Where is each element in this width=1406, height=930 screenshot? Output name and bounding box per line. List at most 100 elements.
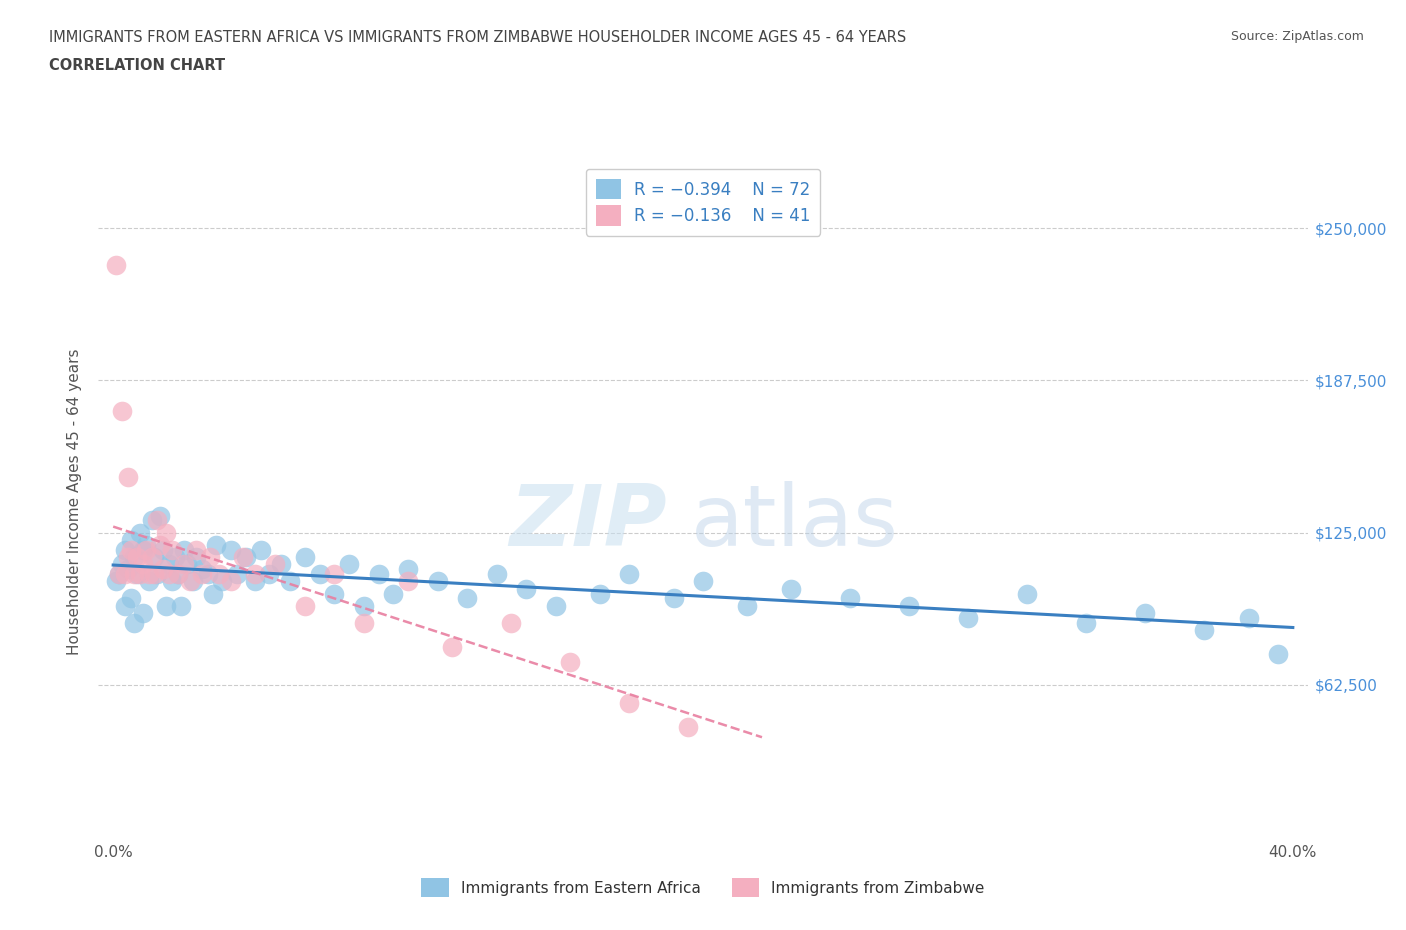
Point (501, 616, 523, 631)
Point (426, 574, 449, 589)
Point (205, 538, 228, 552)
Point (190, 566, 212, 581)
Point (396, 574, 419, 589)
Point (120, 533, 142, 548)
Point (619, 696, 641, 711)
Point (735, 598, 758, 613)
Point (146, 566, 169, 581)
Point (120, 591, 142, 605)
Point (323, 586, 346, 601)
Point (135, 538, 157, 552)
Point (125, 550, 148, 565)
Point (898, 598, 921, 613)
Point (441, 640, 464, 655)
Point (839, 591, 862, 605)
Point (278, 574, 301, 589)
Point (1237, 610, 1260, 625)
Point (1267, 647, 1289, 662)
Point (143, 566, 166, 581)
Point (208, 566, 231, 581)
Point (197, 566, 219, 581)
Point (270, 557, 292, 572)
Point (560, 654, 582, 669)
Text: Source: ZipAtlas.com: Source: ZipAtlas.com (1230, 30, 1364, 43)
Point (264, 557, 287, 572)
Point (165, 550, 187, 565)
Point (105, 258, 128, 272)
Point (105, 574, 128, 589)
Point (122, 616, 145, 631)
Point (138, 566, 160, 581)
Point (131, 542, 153, 557)
Point (179, 574, 201, 589)
Point (155, 525, 177, 540)
Point (678, 720, 700, 735)
Point (692, 574, 714, 589)
Point (200, 550, 222, 565)
Point (1076, 616, 1098, 631)
Point (111, 557, 134, 572)
Point (323, 566, 346, 581)
Point (259, 566, 281, 581)
Point (619, 566, 641, 581)
Point (382, 586, 405, 601)
Point (173, 557, 195, 572)
Point (184, 542, 207, 557)
Point (211, 574, 233, 589)
Point (117, 562, 139, 577)
Point (957, 610, 980, 625)
Point (170, 598, 193, 613)
Point (114, 542, 136, 557)
Point (120, 542, 142, 557)
Point (128, 525, 150, 540)
Point (485, 566, 508, 581)
Point (149, 508, 172, 523)
Point (128, 566, 150, 581)
Point (515, 581, 537, 596)
Point (167, 566, 190, 581)
Point (176, 557, 198, 572)
Point (353, 616, 375, 631)
Point (114, 566, 136, 581)
Point (125, 566, 148, 581)
Point (155, 598, 177, 613)
Point (135, 542, 157, 557)
Point (589, 586, 612, 601)
Point (160, 542, 183, 557)
Legend: Immigrants from Eastern Africa, Immigrants from Zimbabwe: Immigrants from Eastern Africa, Immigran… (415, 872, 991, 903)
Point (108, 566, 131, 581)
Point (1017, 586, 1039, 601)
Point (167, 566, 190, 581)
Point (122, 566, 145, 581)
Point (232, 550, 254, 565)
Point (160, 574, 183, 589)
Point (396, 562, 419, 577)
Point (1194, 622, 1216, 637)
Point (456, 591, 478, 605)
Point (219, 542, 242, 557)
Point (544, 598, 567, 613)
Text: ZIP: ZIP (509, 481, 666, 564)
Point (1135, 605, 1157, 620)
Point (173, 542, 195, 557)
Point (294, 598, 316, 613)
Point (138, 574, 160, 589)
Point (337, 557, 360, 572)
Point (152, 562, 174, 577)
Point (111, 404, 134, 418)
Point (190, 562, 212, 577)
Point (243, 574, 266, 589)
Point (243, 566, 266, 581)
Point (308, 566, 330, 581)
Point (122, 550, 145, 565)
Point (146, 513, 169, 528)
Point (157, 566, 180, 581)
Point (131, 557, 153, 572)
Point (157, 557, 180, 572)
Point (117, 550, 139, 565)
Point (202, 586, 225, 601)
Point (117, 470, 139, 485)
Point (114, 598, 136, 613)
Point (131, 605, 153, 620)
Point (141, 550, 163, 565)
